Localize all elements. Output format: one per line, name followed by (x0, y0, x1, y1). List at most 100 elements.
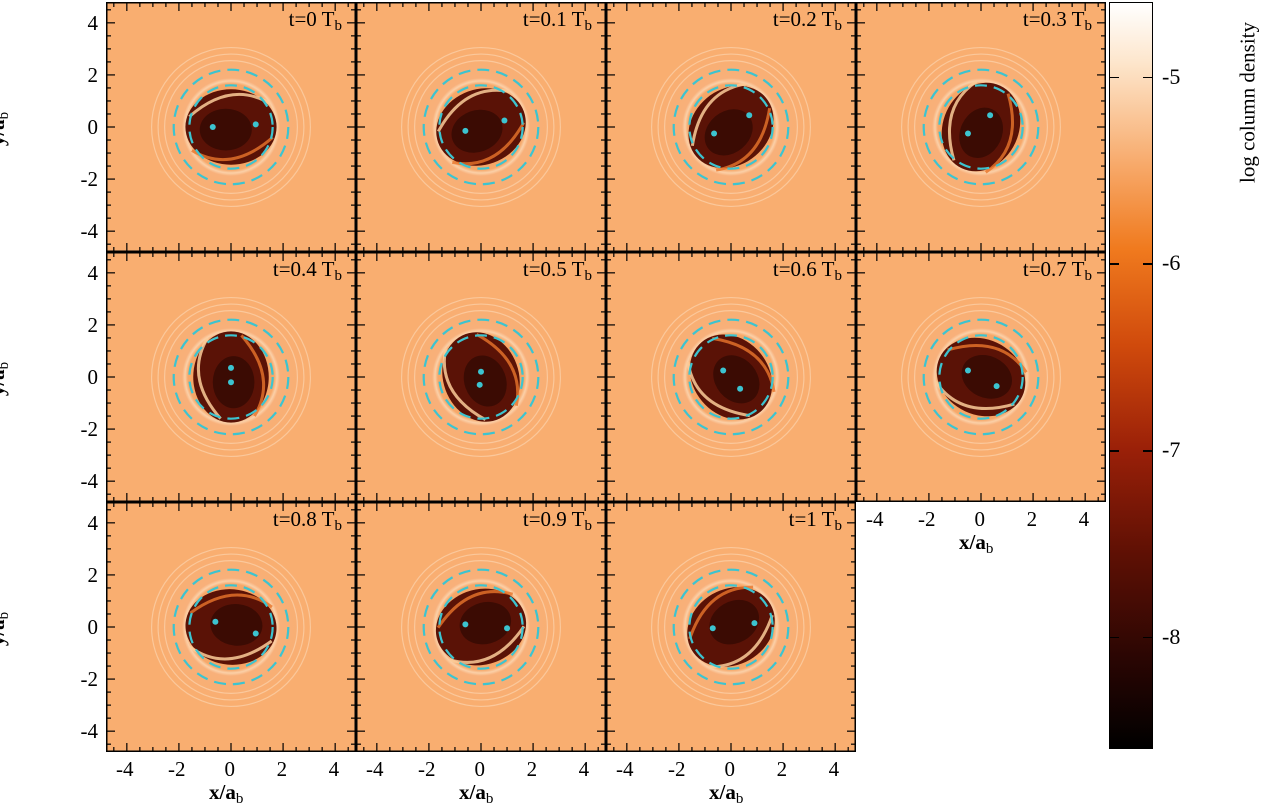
x-tick-label: -4 (365, 757, 384, 781)
density-map (606, 2, 856, 252)
colorbar-tick-mark (1109, 76, 1119, 79)
y-tick-label: 2 (87, 562, 99, 587)
x-tick-label: 2 (526, 757, 538, 781)
orbit-circle (922, 68, 1040, 186)
density-map (606, 502, 856, 752)
x-tick-label: 0 (224, 757, 235, 781)
x-tick-label: 2 (776, 757, 788, 781)
density-panel: t=0.3 Tb (856, 2, 1106, 252)
y-tick-label: 4 (87, 510, 99, 535)
x-axis-label: x/ab (209, 780, 244, 807)
orbit-circle (172, 568, 290, 686)
colorbar-label: log column density (1235, 22, 1260, 183)
time-label: t=1 Tb (788, 507, 842, 534)
sink-particle (228, 379, 234, 386)
x-axis-label: x/ab (709, 780, 744, 807)
colorbar-tick-mark (1143, 76, 1153, 79)
time-label: t=0.1 Tb (522, 7, 592, 34)
colorbar-tick-label: -7 (1162, 437, 1181, 463)
time-label: t=0.9 Tb (522, 507, 592, 534)
y-tick-label: 4 (87, 260, 99, 285)
y-axis-label: y/ab (0, 112, 12, 147)
x-tick-label: 0 (974, 507, 985, 531)
y-tick-label: -4 (80, 219, 99, 244)
orbit-circle (938, 334, 1024, 420)
sink-particle (711, 130, 718, 137)
density-panel: t=0.8 Tb (106, 502, 356, 752)
density-panel: t=0.1 Tb (356, 2, 606, 252)
orbit-circle (438, 84, 524, 170)
density-map (106, 502, 356, 752)
x-tick-label: 4 (578, 757, 590, 781)
time-label: t=0.7 Tb (1022, 257, 1092, 284)
x-tick-label: 4 (328, 757, 340, 781)
sink-particle (209, 124, 216, 130)
colorbar-tick-mark (1143, 450, 1153, 452)
orbit-circle (438, 334, 524, 420)
colorbar-tick-mark (1143, 636, 1153, 639)
orbit-circle (188, 84, 274, 170)
sink-particle (504, 625, 511, 632)
density-map (856, 252, 1106, 502)
x-tick-label: -4 (865, 507, 884, 531)
x-tick-label: -2 (418, 757, 436, 781)
density-map (106, 252, 356, 502)
sink-particle (212, 618, 219, 625)
time-label: t=0.4 Tb (272, 257, 342, 284)
colorbar (1109, 2, 1153, 749)
density-map (606, 252, 856, 502)
y-tick-label: 0 (87, 615, 99, 639)
y-tick-label: -4 (80, 469, 99, 494)
x-tick-label: -2 (668, 757, 686, 781)
sink-particle (476, 381, 483, 388)
orbit-circle (938, 84, 1024, 170)
sink-particle (228, 364, 234, 371)
orbit-circle (688, 584, 774, 670)
x-axis-label: x/ab (459, 780, 494, 807)
density-panel: t=1 Tb (606, 502, 856, 752)
orbit-circle (672, 68, 790, 186)
density-map (356, 252, 606, 502)
orbit-circle (438, 584, 524, 670)
y-tick-label: 0 (87, 115, 99, 139)
sink-particle (987, 112, 994, 119)
density-panel: t=0.9 Tb (356, 502, 606, 752)
x-tick-label: 4 (828, 757, 840, 781)
density-panel: t=0 Tb (106, 2, 356, 252)
sink-particle (993, 383, 1000, 390)
orbit-circle (672, 318, 790, 436)
sink-particle (746, 112, 753, 119)
y-tick-label: -2 (80, 417, 99, 442)
colorbar-tick-label: -5 (1162, 63, 1181, 89)
y-tick-label: -2 (80, 667, 99, 692)
y-tick-label: -2 (80, 167, 99, 192)
sink-particle (501, 117, 508, 124)
time-label: t=0.2 Tb (772, 7, 842, 34)
x-tick-label: 2 (1026, 507, 1038, 531)
density-map (106, 2, 356, 252)
density-panel: t=0.7 Tb (856, 252, 1106, 502)
colorbar-tick-mark (1109, 263, 1119, 265)
orbit-circle (688, 84, 774, 170)
y-tick-label: 2 (87, 312, 99, 337)
sink-particle (964, 130, 971, 137)
time-label: t=0.3 Tb (1022, 7, 1092, 34)
time-label: t=0.5 Tb (522, 257, 592, 284)
orbit-circle (188, 334, 274, 420)
sink-particle (252, 121, 259, 128)
density-panel: t=0.4 Tb (106, 252, 356, 502)
colorbar-tick-mark (1143, 263, 1153, 265)
time-label: t=0.6 Tb (772, 257, 842, 284)
x-tick-label: -4 (615, 757, 634, 781)
sink-particle (737, 385, 744, 392)
x-tick-label: 2 (276, 757, 288, 781)
density-panel: t=0.2 Tb (606, 2, 856, 252)
x-tick-label: 0 (724, 757, 735, 781)
sink-particle (720, 367, 727, 374)
x-tick-label: -4 (115, 757, 134, 781)
orbit-circle (672, 568, 790, 686)
time-label: t=0.8 Tb (272, 507, 342, 534)
colorbar-tick-mark (1109, 636, 1119, 639)
orbit-circle (422, 68, 540, 186)
